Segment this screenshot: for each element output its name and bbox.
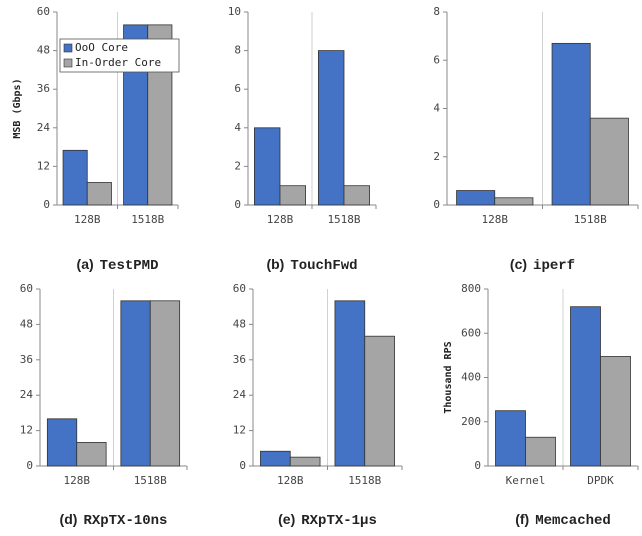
y-tick-label: 24 — [20, 388, 34, 401]
bar — [46, 418, 78, 467]
bar — [495, 410, 526, 467]
caption: (a) TestPMD — [77, 256, 159, 274]
y-tick-label: 36 — [37, 82, 50, 95]
bar — [62, 149, 88, 206]
y-tick-label: 600 — [461, 326, 481, 339]
y-tick-label: 8 — [234, 44, 241, 57]
y-tick-label: 8 — [433, 5, 440, 18]
y-tick-label: 36 — [20, 353, 33, 366]
y-tick-label: 10 — [228, 5, 241, 18]
y-tick-label: 24 — [37, 121, 51, 134]
bar — [76, 441, 107, 467]
y-tick-label: 48 — [37, 44, 50, 57]
caption: (d) RXpTX-10ns — [60, 511, 168, 529]
bar — [551, 42, 591, 206]
y-tick-label: 60 — [20, 282, 33, 295]
caption-title: TestPMD — [100, 258, 159, 274]
y-tick-label: 48 — [20, 317, 33, 330]
x-tick-label: 1518B — [134, 474, 167, 487]
y-tick-label: 0 — [474, 459, 481, 472]
bar — [149, 300, 181, 467]
caption-title: iperf — [533, 258, 575, 274]
caption-label: (e) — [278, 511, 295, 527]
x-tick-label: 128B — [64, 474, 91, 487]
y-tick-label: 200 — [461, 415, 481, 428]
y-tick-label: 12 — [37, 159, 50, 172]
y-tick-label: 60 — [37, 5, 50, 18]
y-tick-label: 0 — [26, 459, 33, 472]
y-axis-label: Thousand RPS — [443, 341, 454, 413]
caption-label: (a) — [77, 256, 94, 272]
bar — [253, 127, 281, 206]
bar — [343, 185, 371, 206]
y-tick-label: 0 — [239, 459, 246, 472]
bar — [317, 50, 345, 206]
bar — [86, 182, 112, 206]
y-tick-label: 0 — [234, 198, 241, 211]
caption: (b) TouchFwd — [266, 256, 357, 274]
caption: (c) iperf — [510, 256, 575, 274]
bar — [494, 197, 534, 206]
legend-swatch — [63, 58, 73, 68]
x-tick-label: DPDK — [587, 474, 614, 487]
y-tick-label: 4 — [433, 102, 440, 115]
legend-box — [59, 38, 180, 73]
y-tick-label: 6 — [433, 53, 440, 66]
y-tick-label: 12 — [233, 424, 246, 437]
caption-label: (c) — [510, 256, 527, 272]
bar — [364, 335, 395, 467]
y-tick-label: 24 — [233, 388, 247, 401]
caption-title: Memcached — [535, 513, 611, 529]
x-tick-label: 128B — [267, 213, 294, 226]
caption-label: (d) — [60, 511, 78, 527]
caption-title: RXpTX-10ns — [83, 513, 167, 529]
legend-swatch — [63, 43, 73, 53]
caption: (f) Memcached — [515, 511, 611, 529]
bar — [334, 300, 366, 467]
bar — [570, 306, 601, 467]
y-tick-label: 400 — [461, 371, 481, 384]
bar — [589, 117, 629, 206]
caption-title: TouchFwd — [290, 258, 357, 274]
x-tick-label: Kernel — [506, 474, 546, 487]
y-tick-label: 36 — [233, 353, 246, 366]
bar — [600, 356, 631, 467]
caption: (e) RXpTX-1μs — [278, 511, 377, 529]
bar — [289, 456, 321, 467]
x-tick-label: 128B — [74, 213, 101, 226]
bar — [525, 436, 556, 467]
bar — [120, 300, 151, 467]
y-tick-label: 800 — [461, 282, 481, 295]
caption-label: (b) — [266, 256, 284, 272]
x-tick-label: 1518B — [131, 213, 164, 226]
bar — [279, 185, 307, 206]
legend-label: In-Order Core — [75, 56, 161, 69]
y-tick-label: 4 — [234, 121, 241, 134]
y-tick-label: 0 — [43, 198, 50, 211]
legend-label: OoO Core — [75, 41, 128, 54]
y-tick-label: 0 — [433, 198, 440, 211]
x-tick-label: 128B — [482, 213, 509, 226]
bar — [456, 190, 496, 206]
x-tick-label: 1518B — [327, 213, 360, 226]
y-axis-label: MSB (Gbps) — [12, 78, 23, 138]
x-tick-label: 1518B — [348, 474, 381, 487]
y-tick-label: 2 — [433, 150, 440, 163]
x-tick-label: 128B — [277, 474, 304, 487]
bar — [260, 450, 291, 467]
y-tick-label: 12 — [20, 424, 33, 437]
y-tick-label: 60 — [233, 282, 246, 295]
caption-label: (f) — [515, 511, 529, 527]
y-tick-label: 48 — [233, 317, 246, 330]
caption-title: RXpTX-1μs — [301, 513, 377, 529]
x-tick-label: 1518B — [574, 213, 607, 226]
y-tick-label: 2 — [234, 159, 241, 172]
y-tick-label: 6 — [234, 82, 241, 95]
